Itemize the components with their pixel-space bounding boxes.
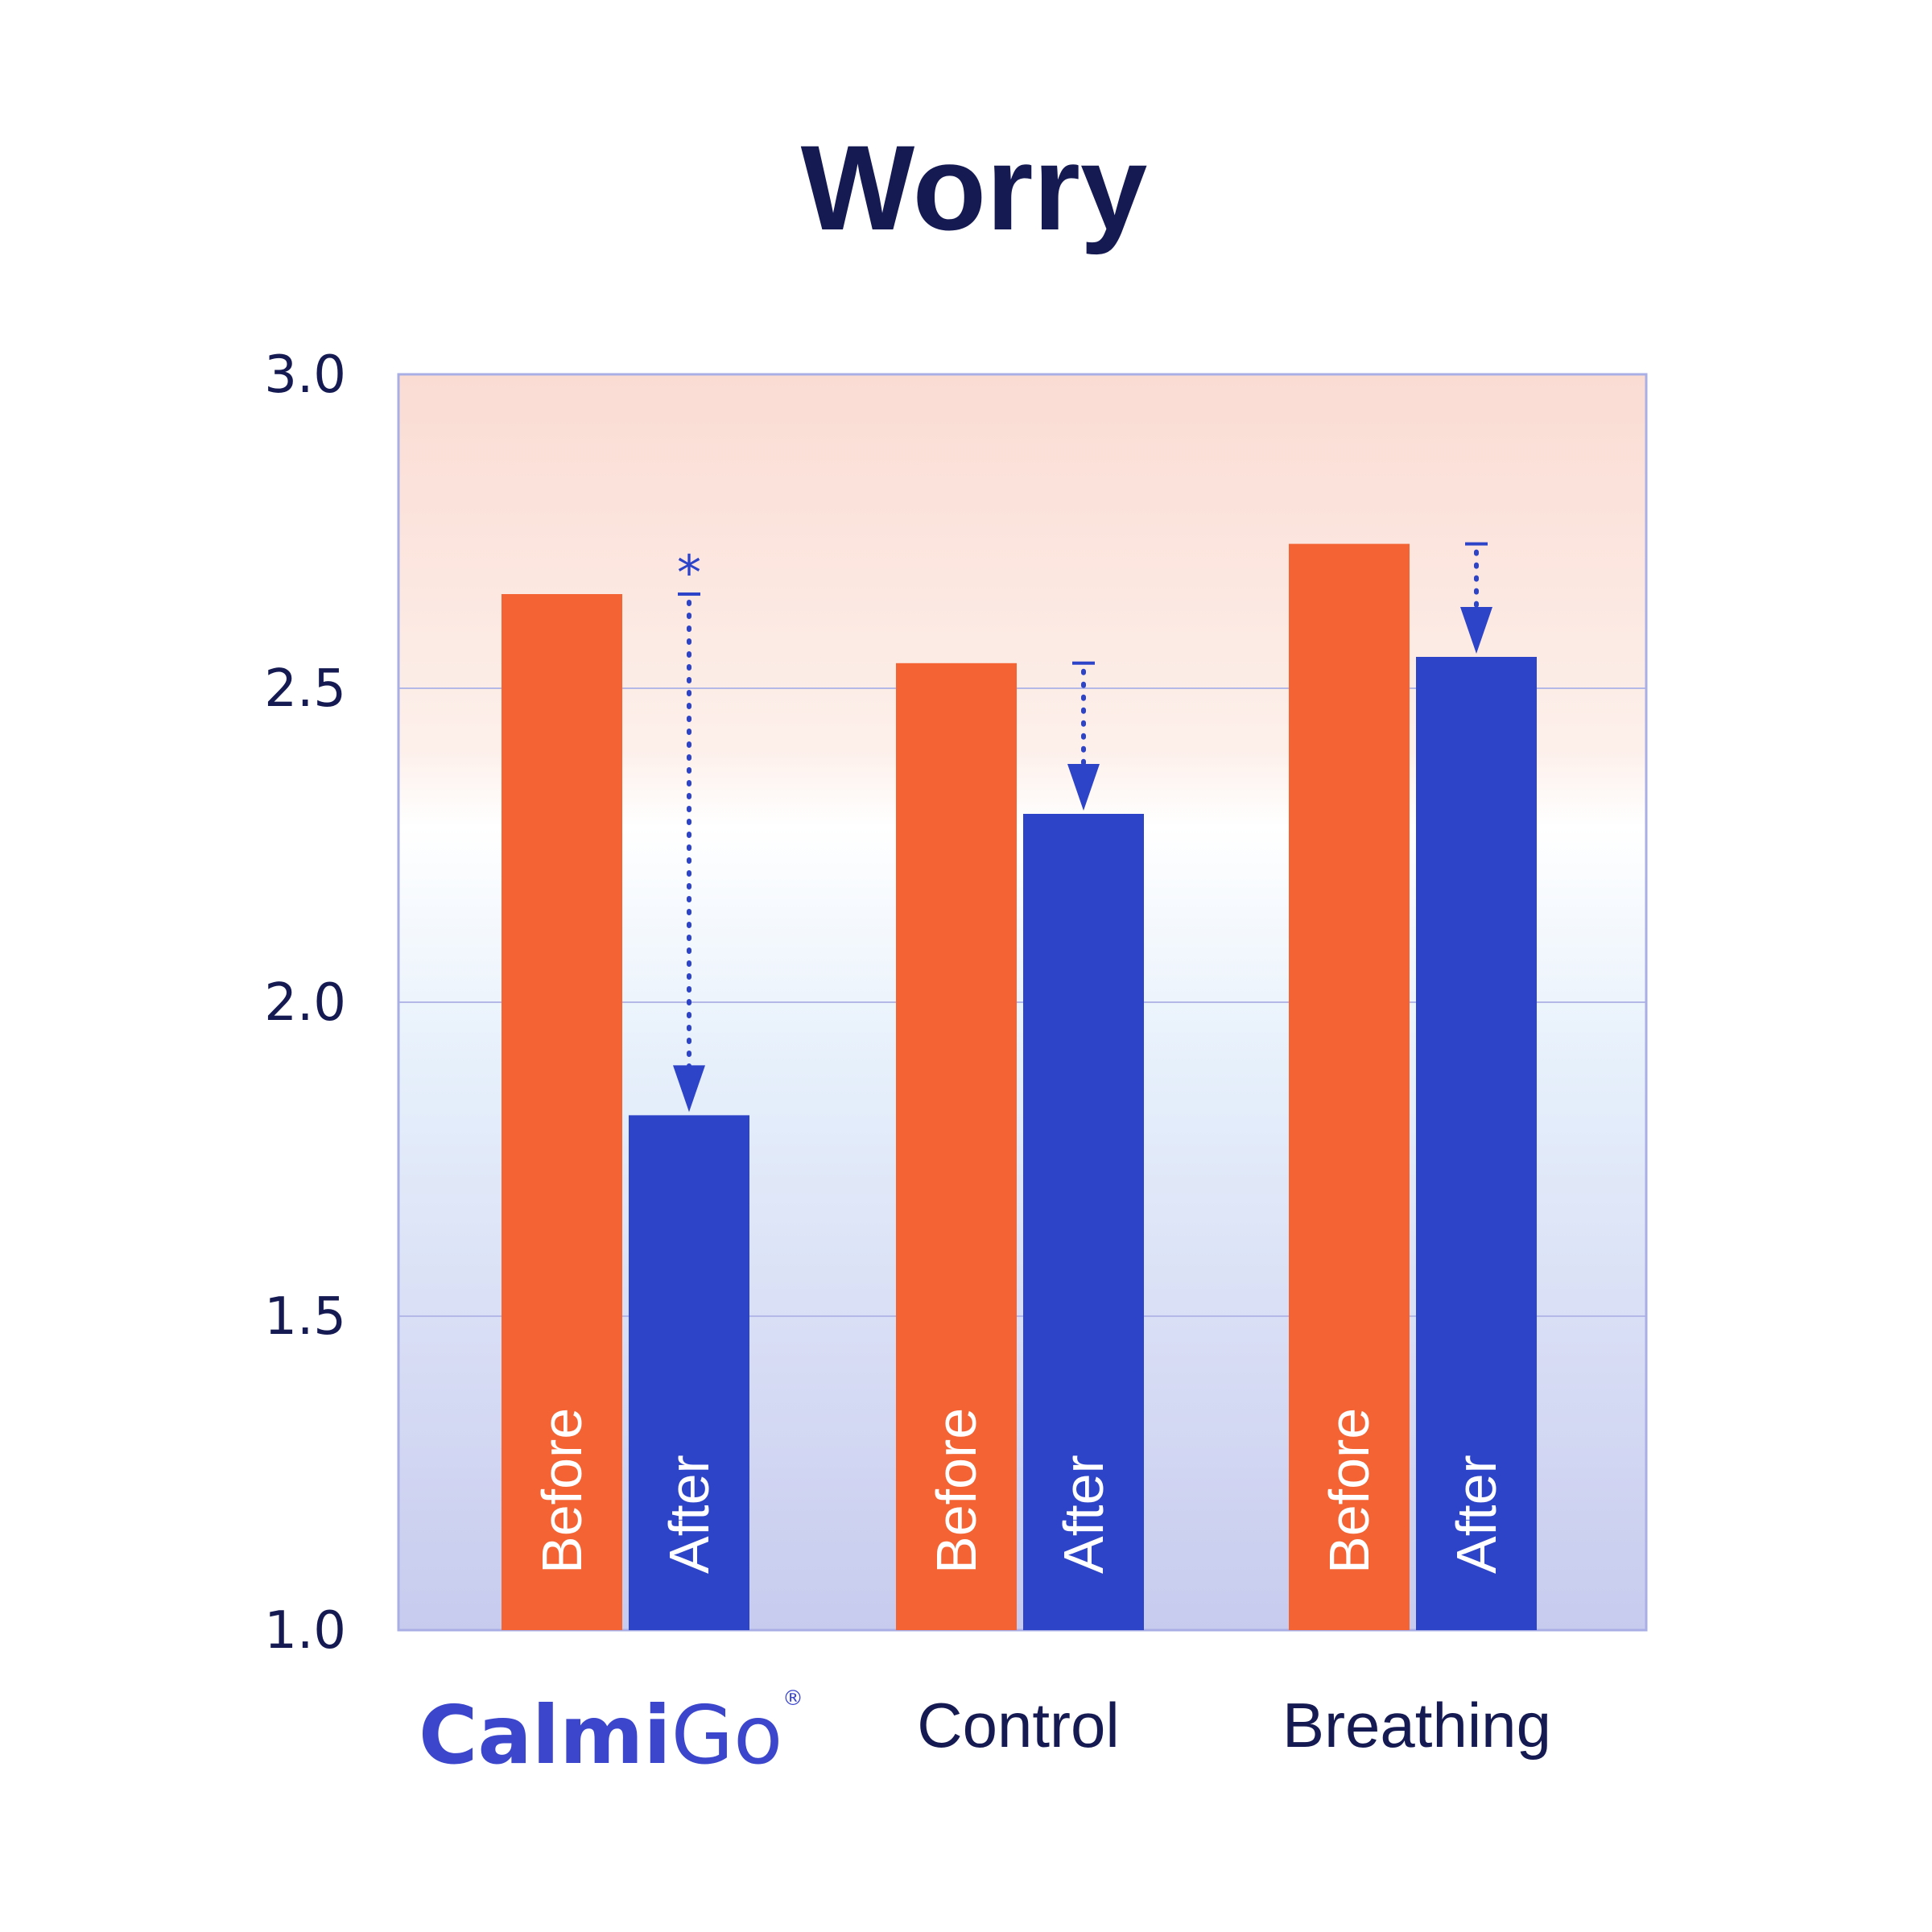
bar-label-after: After: [1052, 1455, 1115, 1574]
y-axis-ticks: 1.0 1.5 2.0 2.5 3.0: [264, 345, 346, 1661]
significance-marker: *: [677, 545, 701, 601]
bar-label-before: Before: [1318, 1408, 1381, 1574]
x-label-breathing: Breathing: [1282, 1690, 1551, 1761]
brand-name-suffix: Go: [671, 1688, 783, 1782]
change-arrows: *: [673, 542, 1492, 1113]
bar-label-after: After: [1445, 1455, 1508, 1574]
registered-mark: ®: [782, 1686, 803, 1711]
x-axis-labels: CalmiGo ® Control Breathing: [419, 1686, 1551, 1782]
chart-title: Worry: [801, 120, 1148, 255]
bars: Before After Before After Before After: [502, 543, 1537, 1630]
arrow-down-icon: [1067, 764, 1100, 811]
bar-before-breathing: [1289, 543, 1410, 1630]
bar-before-control: [896, 663, 1017, 1630]
plot-frame: [397, 373, 1648, 1632]
bar-after-calmigo: [629, 1115, 749, 1630]
y-tick-label: 1.0: [264, 1601, 346, 1661]
bar-label-before: Before: [530, 1408, 593, 1574]
bar-label-after: After: [658, 1455, 720, 1574]
y-tick-label: 3.0: [264, 345, 346, 405]
arrow-down-icon: [673, 1065, 705, 1113]
arrow-down-icon: [1460, 607, 1492, 654]
bar-before-calmigo: [502, 594, 622, 1630]
brand-name-main: Calmi: [419, 1688, 671, 1782]
bar-after-breathing: [1416, 657, 1537, 1630]
y-tick-label: 2.5: [264, 659, 346, 719]
x-label-control: Control: [917, 1690, 1119, 1761]
calmigo-logo: CalmiGo: [419, 1688, 782, 1782]
bar-after-control: [1023, 814, 1144, 1630]
y-tick-label: 2.0: [264, 973, 346, 1033]
y-tick-label: 1.5: [264, 1287, 346, 1347]
bar-label-before: Before: [925, 1408, 988, 1574]
